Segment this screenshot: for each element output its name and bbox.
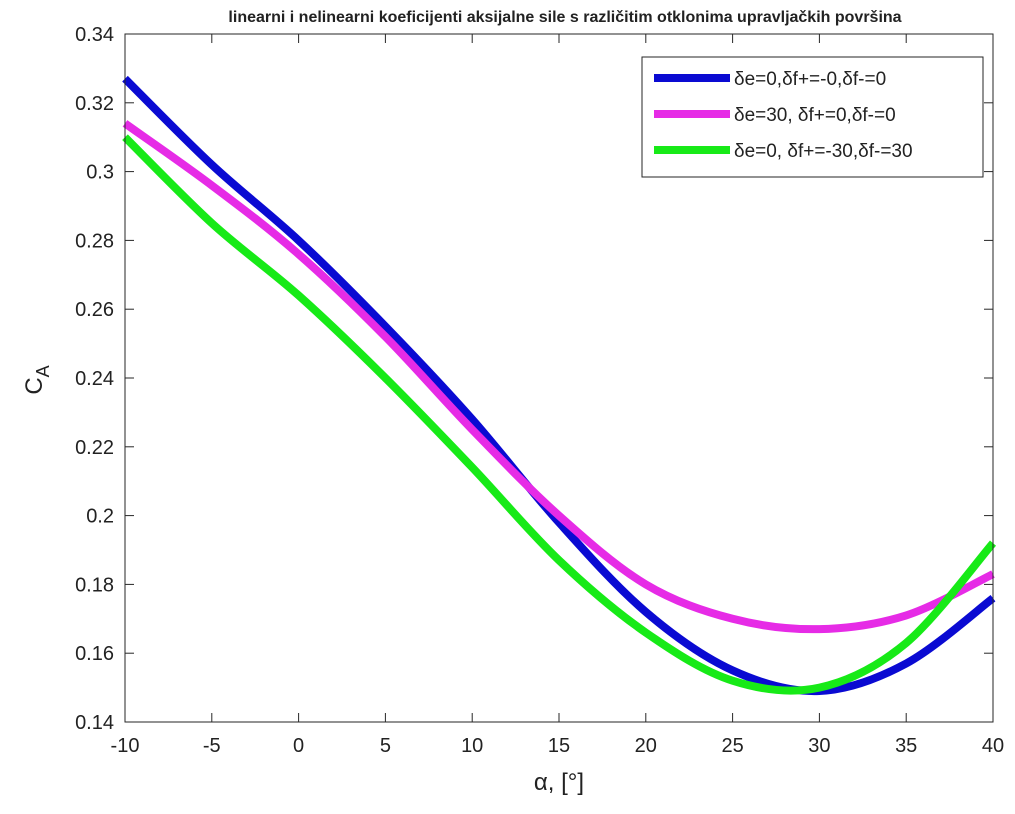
y-tick-label: 0.22 [75, 437, 114, 459]
legend-label-1: δe=0,δf+=-0,δf-=0 [734, 69, 886, 90]
y-tick-label: 0.14 [75, 712, 114, 734]
y-tick-label: 0.16 [75, 643, 114, 665]
axes-layer: -10 -5 0 5 10 15 20 25 30 35 40 0.14 0.16 0.18 0.2 0.22… [75, 24, 1004, 757]
y-tick-label: 0.2 [86, 506, 114, 528]
series-line-2 [122, 120, 995, 634]
x-tick-label: 5 [380, 735, 391, 757]
x-tick-label: 30 [808, 735, 830, 757]
y-tick-label: 0.18 [75, 574, 114, 596]
x-tick-label: 35 [895, 735, 917, 757]
series-layer [122, 75, 997, 696]
x-tick-label: 15 [548, 735, 570, 757]
series-line-3 [122, 134, 997, 695]
y-axis-label-main: C [21, 377, 48, 394]
x-tick-label: 0 [293, 735, 304, 757]
x-tick-label: -10 [111, 735, 140, 757]
x-tick-label: 10 [461, 735, 483, 757]
legend-label-3: δe=0, δf+=-30,δf-=30 [734, 141, 913, 162]
x-axis-label: α, [°] [534, 769, 584, 796]
y-tick-label: 0.26 [75, 299, 114, 321]
y-tick-label: 0.32 [75, 93, 114, 115]
y-tick-label: 0.28 [75, 230, 114, 252]
chart-title: linearni i nelinearni koeficijenti aksij… [228, 9, 901, 26]
legend: δe=0,δf+=-0,δf-=0 δe=30, δf+=0,δf-=0 δe=0,… [641, 56, 984, 178]
y-tick-label: 0.3 [86, 162, 114, 184]
y-axis-label: CA [21, 365, 53, 394]
y-tick-label: 0.24 [75, 368, 114, 390]
x-tick-label: 20 [635, 735, 657, 757]
y-axis-label-subscript: A [33, 365, 53, 377]
x-tick-label: -5 [203, 735, 221, 757]
y-tick-label: 0.34 [75, 24, 114, 46]
x-tick-label: 40 [982, 735, 1004, 757]
x-tick-label: 25 [721, 735, 743, 757]
legend-label-2: δe=30, δf+=0,δf-=0 [734, 105, 896, 126]
